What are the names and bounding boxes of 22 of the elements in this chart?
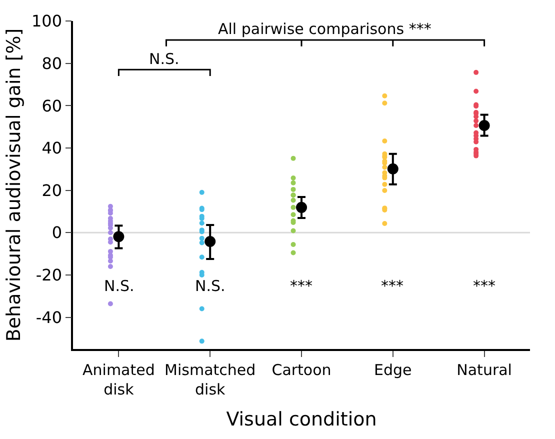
y-tick-label: -20 (36, 266, 62, 285)
y-tick-label: 20 (42, 180, 62, 200)
annotation: N.S. (195, 277, 226, 295)
x-tick-label: Edge (374, 360, 412, 379)
x-tick-label: Natural (456, 360, 512, 379)
annotation: *** (473, 277, 496, 295)
y-tick-label: 40 (42, 138, 62, 158)
annotation: *** (381, 277, 404, 295)
x-axis-title: Visual condition (226, 408, 377, 431)
annotation: N.S. (104, 277, 134, 295)
y-tick-label: -40 (36, 308, 62, 327)
annotation: *** (290, 277, 313, 295)
y-axis-title: Behavioural audiovisual gain [%] (2, 28, 25, 342)
annotation: N.S. (149, 50, 180, 68)
annotation: All pairwise comparisons *** (218, 20, 432, 38)
x-tick-label: Animated disk (82, 360, 155, 398)
x-tick-label: Cartoon (272, 360, 332, 379)
y-tick-label: 0 (52, 223, 62, 242)
y-tick-label: 100 (32, 12, 62, 31)
x-tick-label: Mismatched disk (164, 360, 256, 398)
y-tick-label: 60 (42, 96, 62, 116)
y-tick-label: 80 (42, 54, 62, 73)
